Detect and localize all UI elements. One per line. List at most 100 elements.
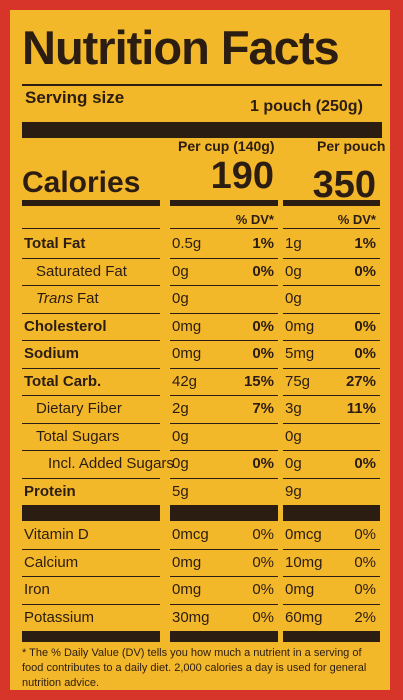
rule — [283, 285, 380, 286]
rule — [22, 505, 160, 506]
nutrient-name: Calcium — [24, 553, 79, 571]
amount: 0g — [285, 290, 302, 307]
rule — [170, 228, 278, 229]
amount: 0g — [285, 427, 302, 445]
amount: 0mg — [172, 553, 202, 571]
dv-header: % DV* — [235, 212, 274, 227]
column-header: Per cup (140g) — [178, 138, 275, 154]
rule — [170, 631, 278, 632]
daily-value: 1% — [354, 235, 376, 252]
rule — [170, 505, 278, 506]
calories-label: Calories — [22, 166, 141, 199]
thick-bar — [22, 506, 160, 521]
thick-bar — [22, 122, 382, 138]
nutrient-name: Cholesterol — [24, 317, 107, 335]
rule — [22, 257, 160, 259]
amount: 0mg — [172, 345, 202, 362]
amount: 0g — [285, 262, 302, 280]
daily-value: 0% — [354, 262, 376, 280]
nutrient-name: Fat — [77, 290, 99, 307]
rule — [22, 395, 160, 396]
nutrient-name: Dietary Fiber — [36, 400, 122, 417]
rule — [170, 395, 278, 396]
rule — [22, 285, 160, 286]
daily-value: 0% — [354, 317, 376, 335]
rule — [170, 548, 278, 550]
rule — [283, 505, 380, 506]
rule — [22, 576, 160, 577]
rule — [170, 477, 278, 479]
amount: 60mg — [285, 608, 323, 626]
amount: 0mg — [172, 317, 202, 335]
daily-value: 11% — [346, 400, 376, 417]
daily-value: 15% — [243, 372, 274, 390]
rule — [283, 576, 380, 577]
serving-label: Serving size — [25, 88, 125, 107]
nutrient-name: Total Carb. — [24, 372, 102, 390]
nutrient-name: Sodium — [24, 345, 79, 362]
amount: 2g — [172, 400, 189, 417]
amount: 30mg — [172, 608, 210, 626]
daily-value: 0% — [354, 553, 376, 571]
nutrient-name: Protein — [24, 482, 76, 500]
amount: 9g — [285, 482, 302, 500]
amount: 5mg — [285, 345, 315, 362]
nutrient-name: Incl. Added Sugars — [48, 455, 174, 472]
package-edge — [0, 0, 403, 10]
daily-value: 0% — [252, 608, 274, 626]
rule — [22, 367, 160, 369]
rule — [170, 450, 278, 451]
daily-value: 7% — [252, 400, 274, 417]
rule — [170, 576, 278, 577]
daily-value: 0% — [354, 455, 376, 472]
amount: 0.5g — [172, 235, 202, 252]
daily-value: 1% — [252, 235, 274, 252]
nutrient-name: Total Fat — [24, 235, 86, 252]
calories-value: 350 — [312, 164, 376, 206]
rule — [170, 340, 278, 341]
rule — [170, 257, 278, 259]
nutrient-name: Iron — [24, 581, 50, 598]
package-edge — [390, 0, 403, 700]
thick-bar — [22, 632, 160, 642]
nutrient-name: Trans — [36, 290, 74, 307]
daily-value: 0% — [354, 581, 376, 598]
nutrient-name: Vitamin D — [24, 526, 89, 543]
rule — [22, 340, 160, 341]
daily-value: 0% — [252, 345, 274, 362]
rule — [170, 367, 278, 369]
rule — [283, 603, 380, 605]
daily-value: 0% — [252, 581, 274, 598]
daily-value: 0% — [252, 262, 274, 280]
rule — [22, 84, 382, 86]
amount: 0mg — [172, 581, 202, 598]
amount: 75g — [285, 372, 311, 390]
amount: 0mcg — [172, 526, 209, 543]
package-edge — [0, 0, 10, 700]
nutrient-name: Potassium — [24, 608, 95, 626]
nutrient-name: Total Sugars — [36, 427, 120, 445]
thick-bar — [170, 506, 278, 521]
rule — [283, 228, 380, 229]
amount: 0mg — [285, 317, 315, 335]
column-header: Per pouch — [317, 138, 386, 154]
bar — [170, 200, 278, 206]
amount: 42g — [172, 372, 198, 390]
amount: 0g — [172, 427, 189, 445]
rule — [170, 285, 278, 286]
rule — [283, 450, 380, 451]
amount: 0mcg — [285, 526, 322, 543]
rule — [283, 477, 380, 479]
rule — [283, 631, 380, 632]
amount: 1g — [285, 235, 302, 252]
package-edge — [0, 690, 403, 700]
calories-value: 190 — [210, 155, 274, 197]
thick-bar — [170, 632, 278, 642]
daily-value: 0% — [252, 553, 274, 571]
rule — [22, 603, 160, 605]
rule — [283, 312, 380, 314]
rule — [283, 340, 380, 341]
amount: 0mg — [285, 581, 315, 598]
daily-value: 0% — [354, 526, 376, 543]
